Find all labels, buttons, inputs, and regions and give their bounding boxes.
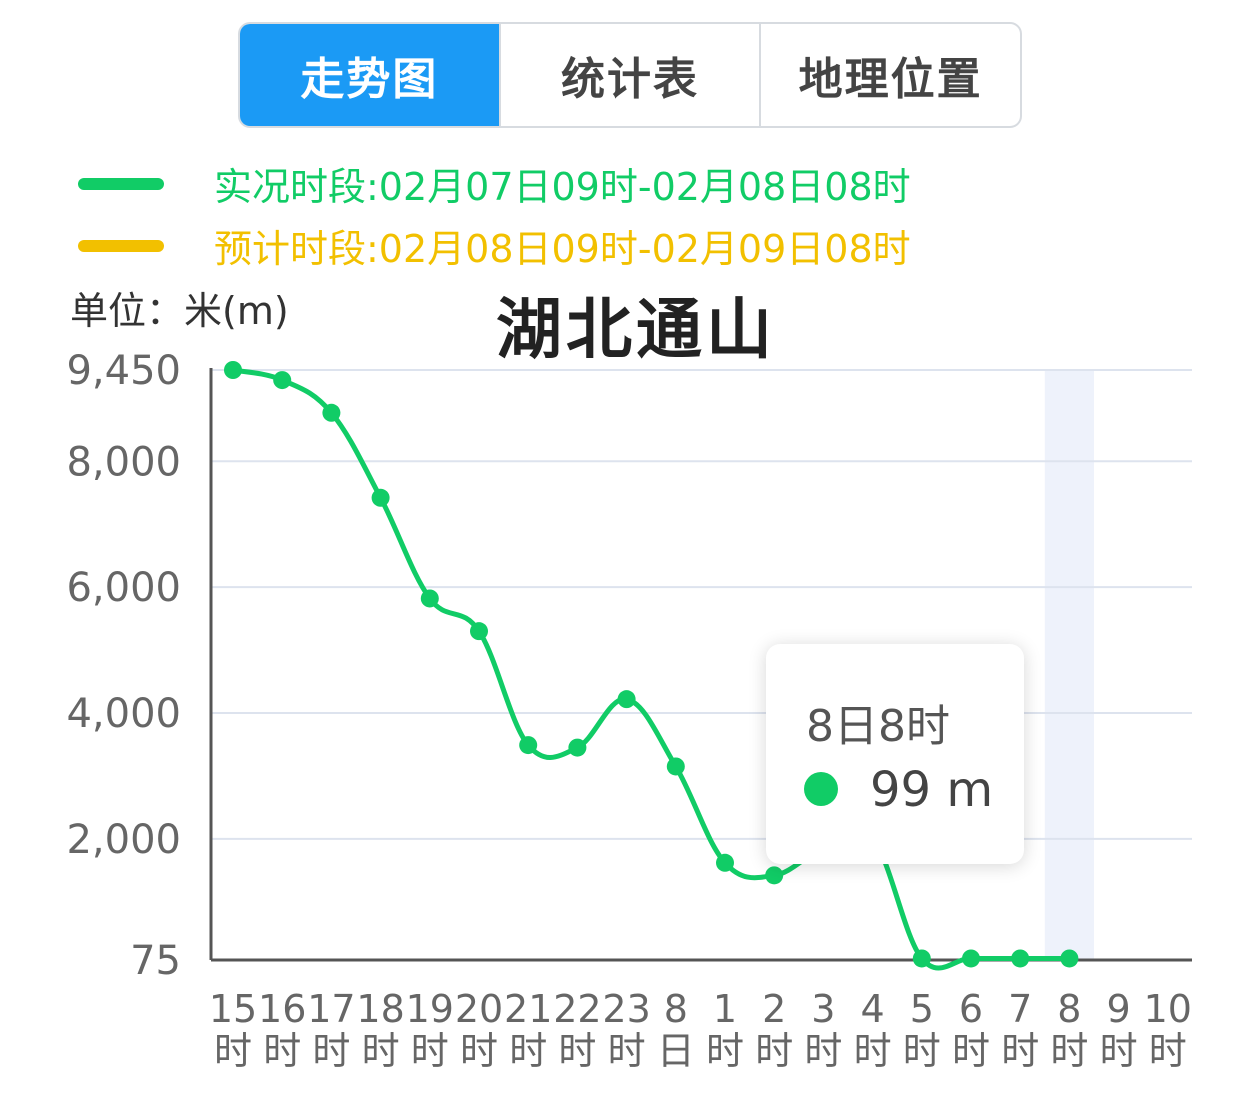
x-tick-label-unit: 时 xyxy=(706,1029,744,1073)
x-tick-label-unit: 日 xyxy=(657,1029,695,1073)
data-point xyxy=(765,866,784,885)
x-tick-label: 16 xyxy=(258,987,306,1031)
x-tick-label-unit: 时 xyxy=(903,1029,941,1073)
x-tick-label: 15 xyxy=(209,987,257,1031)
x-tick-label: 18 xyxy=(356,987,404,1031)
x-tick-label: 17 xyxy=(307,987,355,1031)
x-tick-label: 7 xyxy=(1008,987,1032,1031)
chart-tooltip: 8日8时 99 m xyxy=(766,644,1024,864)
x-tick-label: 8 xyxy=(1057,987,1081,1031)
x-tick-label: 23 xyxy=(602,987,650,1031)
data-point xyxy=(470,622,488,641)
x-tick-label: 1 xyxy=(713,987,737,1031)
data-point xyxy=(371,488,390,507)
x-tick-label-unit: 时 xyxy=(1050,1029,1088,1073)
legend-forecast-swatch xyxy=(78,239,164,252)
x-tick-label-unit: 时 xyxy=(362,1029,400,1073)
x-tick-label-unit: 时 xyxy=(854,1029,892,1073)
x-tick-label: 22 xyxy=(553,987,601,1031)
tooltip-title: 8日8时 xyxy=(806,701,950,752)
y-tick-label: 6,000 xyxy=(66,565,181,611)
tab-location[interactable]: 地理位置 xyxy=(759,24,1020,126)
unit-label: 单位：米(m) xyxy=(70,289,289,333)
y-tick-label: 8,000 xyxy=(66,439,181,485)
data-point xyxy=(568,738,587,757)
y-tick-label: 4,000 xyxy=(66,691,181,737)
data-point xyxy=(912,949,931,968)
data-point xyxy=(962,949,980,968)
data-point xyxy=(1060,949,1079,968)
tooltip-value: 99 m xyxy=(870,762,994,818)
x-tick-label-unit: 时 xyxy=(509,1029,547,1073)
legend-observed-label: 实况时段:02月07日09时-02月08日08时 xyxy=(214,165,911,209)
x-tick-label-unit: 时 xyxy=(755,1029,793,1073)
data-point xyxy=(322,403,341,422)
view-tabs: 走势图 统计表 地理位置 xyxy=(238,22,1022,128)
tab-statistics[interactable]: 统计表 xyxy=(498,24,760,126)
legend-observed-swatch xyxy=(78,177,164,190)
data-point xyxy=(224,361,242,379)
x-tick-label-unit: 时 xyxy=(1100,1029,1138,1073)
data-point xyxy=(273,371,292,390)
x-tick-label: 5 xyxy=(910,987,934,1031)
x-tick-label: 10 xyxy=(1144,987,1192,1031)
y-tick-label: 9,450 xyxy=(66,348,181,394)
x-tick-label-unit: 时 xyxy=(411,1029,449,1073)
x-tick-label: 20 xyxy=(455,987,503,1031)
x-tick-label-unit: 时 xyxy=(460,1029,498,1073)
legend-observed: 实况时段:02月07日09时-02月08日08时 xyxy=(78,156,911,211)
x-tick-label-unit: 时 xyxy=(952,1029,990,1073)
x-tick-label-unit: 时 xyxy=(312,1029,350,1073)
data-point xyxy=(420,589,439,608)
x-tick-label: 3 xyxy=(811,987,835,1031)
x-tick-label-unit: 时 xyxy=(1001,1029,1039,1073)
x-tick-label-unit: 时 xyxy=(608,1029,646,1073)
x-tick-label-unit: 时 xyxy=(558,1029,596,1073)
x-tick-label: 19 xyxy=(406,987,454,1031)
x-tick-label: 4 xyxy=(861,987,885,1031)
x-tick-label: 6 xyxy=(959,987,983,1031)
y-tick-label: 75 xyxy=(130,938,181,984)
highlight-band xyxy=(1044,370,1094,960)
chart-title: 湖北通山 xyxy=(496,291,776,368)
data-point xyxy=(666,757,685,776)
x-tick-label-unit: 时 xyxy=(214,1029,252,1073)
tab-trend[interactable]: 走势图 xyxy=(240,24,499,126)
legend-forecast: 预计时段:02月08日09时-02月09日08时 xyxy=(78,218,911,273)
tooltip-series-dot xyxy=(804,772,838,806)
data-point xyxy=(617,690,636,709)
x-tick-label: 21 xyxy=(504,987,552,1031)
legend-forecast-label: 预计时段:02月08日09时-02月09日08时 xyxy=(214,227,911,271)
x-tick-label: 8 xyxy=(664,987,688,1031)
y-tick-label: 2,000 xyxy=(66,817,181,863)
data-point xyxy=(716,853,734,872)
x-tick-label: 9 xyxy=(1107,987,1131,1031)
x-tick-label-unit: 时 xyxy=(804,1029,842,1073)
data-point xyxy=(1011,949,1030,968)
x-tick-label: 2 xyxy=(762,987,786,1031)
x-tick-label-unit: 时 xyxy=(1149,1029,1187,1073)
x-tick-label-unit: 时 xyxy=(263,1029,301,1073)
data-point xyxy=(519,736,538,755)
